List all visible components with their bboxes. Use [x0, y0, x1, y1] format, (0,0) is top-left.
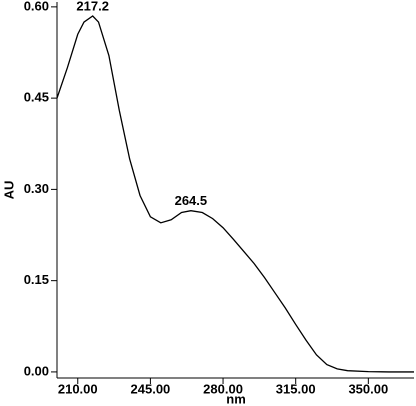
x-tick-label: 245.00	[131, 381, 171, 396]
x-tick-label: 350.00	[348, 381, 388, 396]
x-tick-label: 315.00	[276, 381, 316, 396]
peak-label: 264.5	[175, 193, 208, 208]
y-tick-label: 0.00	[24, 363, 49, 378]
spectrum-line	[56, 15, 414, 373]
x-axis-label: nm	[226, 391, 246, 406]
y-tick-label: 0.30	[24, 181, 49, 196]
x-tick-label: 210.00	[58, 381, 98, 396]
y-axis-label: AU	[1, 181, 16, 200]
y-tick-label: 0.60	[24, 0, 49, 13]
y-tick-label: 0.45	[24, 90, 49, 105]
x-tick-label: 280.00	[203, 381, 243, 396]
y-tick-label: 0.15	[24, 272, 49, 287]
peak-label: 217.2	[76, 0, 109, 13]
